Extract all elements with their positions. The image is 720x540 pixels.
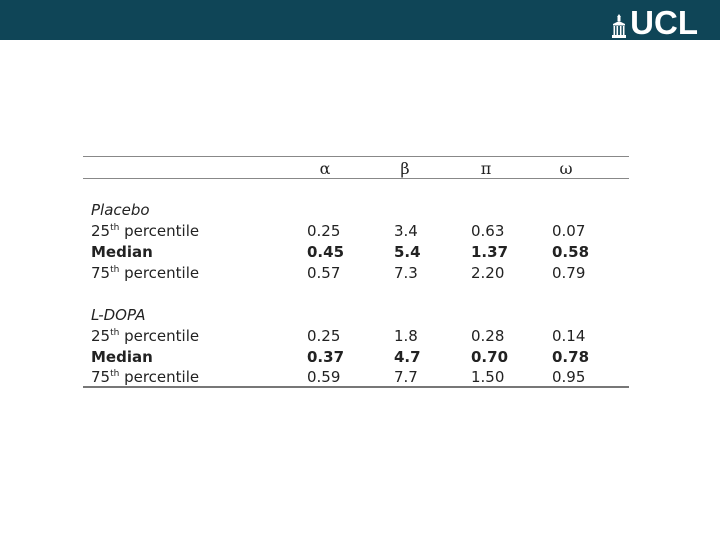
row-label: Median bbox=[91, 348, 153, 366]
cell-alpha: 0.45 bbox=[307, 243, 345, 261]
row-label: Median bbox=[91, 243, 153, 261]
header-omega: ω bbox=[559, 159, 573, 178]
logo-text: UCL bbox=[630, 4, 698, 41]
header-bar: UCL bbox=[0, 0, 720, 40]
cell-alpha: 0.37 bbox=[307, 348, 345, 366]
cell-pi: 0.28 bbox=[471, 327, 505, 345]
cell-beta: 4.7 bbox=[394, 348, 421, 366]
cell-beta: 7.7 bbox=[394, 368, 418, 386]
row-label: 25th percentile bbox=[91, 222, 200, 240]
cell-pi: 1.50 bbox=[471, 368, 505, 386]
table-rule-header bbox=[83, 178, 629, 179]
cell-alpha: 0.57 bbox=[307, 264, 341, 282]
cell-pi: 1.37 bbox=[471, 243, 509, 261]
group-title: Placebo bbox=[91, 201, 150, 219]
header-alpha: α bbox=[319, 159, 331, 178]
table-rule-top bbox=[83, 156, 629, 157]
cell-beta: 7.3 bbox=[394, 264, 418, 282]
cell-beta: 5.4 bbox=[394, 243, 421, 261]
cell-alpha: 0.59 bbox=[307, 368, 341, 386]
header-pi: π bbox=[480, 159, 492, 178]
table-rule-bottom bbox=[83, 386, 629, 388]
cell-alpha: 0.25 bbox=[307, 327, 341, 345]
cell-omega: 0.95 bbox=[552, 368, 586, 386]
cell-pi: 2.20 bbox=[471, 264, 505, 282]
cell-alpha: 0.25 bbox=[307, 222, 341, 240]
group-title: L-DOPA bbox=[91, 306, 146, 324]
cell-omega: 0.07 bbox=[552, 222, 586, 240]
cell-beta: 3.4 bbox=[394, 222, 418, 240]
cell-omega: 0.78 bbox=[552, 348, 590, 366]
cell-pi: 0.70 bbox=[471, 348, 509, 366]
cell-omega: 0.79 bbox=[552, 264, 586, 282]
header-beta: β bbox=[400, 159, 410, 178]
ucl-logo: UCL bbox=[612, 4, 698, 41]
row-label: 75th percentile bbox=[91, 368, 200, 386]
portico-icon bbox=[612, 14, 627, 38]
cell-pi: 0.63 bbox=[471, 222, 505, 240]
row-label: 25th percentile bbox=[91, 327, 200, 345]
cell-omega: 0.14 bbox=[552, 327, 586, 345]
row-label: 75th percentile bbox=[91, 264, 200, 282]
cell-beta: 1.8 bbox=[394, 327, 418, 345]
cell-omega: 0.58 bbox=[552, 243, 590, 261]
